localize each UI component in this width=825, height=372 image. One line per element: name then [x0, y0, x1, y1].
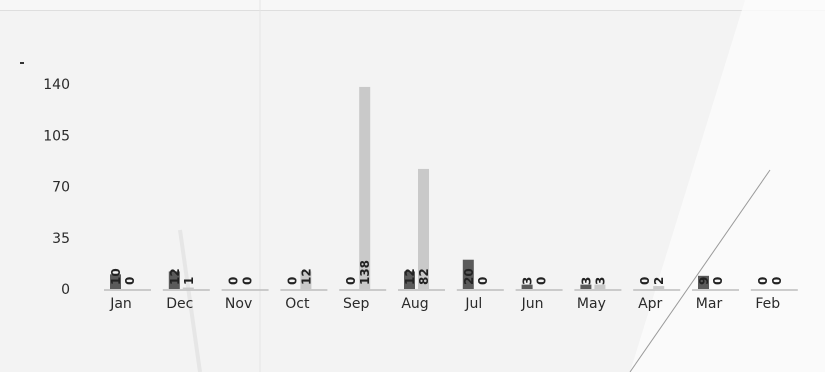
bar-value-label: 10	[109, 268, 123, 285]
bar-series-1	[521, 284, 533, 289]
x-category-label: May	[577, 296, 606, 312]
bar-value-label: 0	[476, 277, 490, 285]
bar-value-label: 3	[593, 277, 607, 285]
bar-series-1	[580, 284, 592, 289]
bar-series-2	[182, 287, 194, 289]
x-category-label: Aug	[401, 296, 428, 312]
bar-series-2	[653, 286, 665, 289]
bar-value-label: 9	[697, 277, 711, 285]
y-tick-label: 105	[43, 128, 70, 144]
x-category-label: Feb	[755, 296, 780, 312]
bar-value-label: 0	[756, 277, 770, 285]
x-category-label: Apr	[638, 296, 662, 312]
bar-value-label: 12	[403, 268, 417, 285]
bar-value-label: 20	[462, 268, 476, 285]
bar-value-label: 2	[652, 277, 666, 285]
x-category-label: Nov	[225, 296, 252, 312]
bar-value-label: 12	[168, 268, 182, 285]
bar-series-2	[594, 284, 606, 289]
y-tick-label: 0	[61, 282, 70, 298]
bar-value-label: 12	[299, 268, 313, 285]
window-top-frame	[0, 0, 825, 11]
bar-value-label: 0	[770, 277, 784, 285]
x-category-label: Jan	[109, 296, 132, 312]
bar-value-label: 0	[711, 277, 725, 285]
bar-series-1	[110, 274, 121, 289]
bar-value-label: 0	[535, 277, 549, 285]
bar-value-label: 0	[123, 277, 137, 285]
bar-value-label: 0	[638, 277, 652, 285]
y-tick-label: 70	[52, 180, 70, 196]
bar-series-1	[168, 271, 180, 289]
y-tick-label: 35	[52, 231, 70, 247]
bar-series-2	[418, 168, 429, 289]
x-category-label: Jul	[464, 296, 482, 312]
bar-value-label: 0	[241, 277, 255, 285]
bar-value-label: 3	[579, 277, 593, 285]
x-category-label: Dec	[166, 296, 193, 312]
bar-value-label: 82	[417, 268, 431, 285]
bar-value-label: 138	[358, 260, 372, 285]
x-category-label: Sep	[343, 296, 370, 312]
bar-value-label: 0	[285, 277, 299, 285]
bar-series-2	[300, 271, 312, 289]
bar-series-1	[404, 271, 415, 289]
x-category-label: Jun	[521, 296, 544, 312]
bar-series-2	[359, 86, 371, 289]
bar-series-1	[462, 259, 474, 289]
bar-value-label: 3	[521, 277, 535, 285]
y-tick-label: 140	[43, 77, 70, 93]
x-category-label: Mar	[696, 296, 723, 312]
bar-value-label: 0	[227, 277, 241, 285]
bar-value-label: 1	[182, 277, 196, 285]
x-category-label: Oct	[285, 296, 310, 312]
bar-series-1	[698, 275, 709, 289]
bar-value-label: 0	[344, 277, 358, 285]
